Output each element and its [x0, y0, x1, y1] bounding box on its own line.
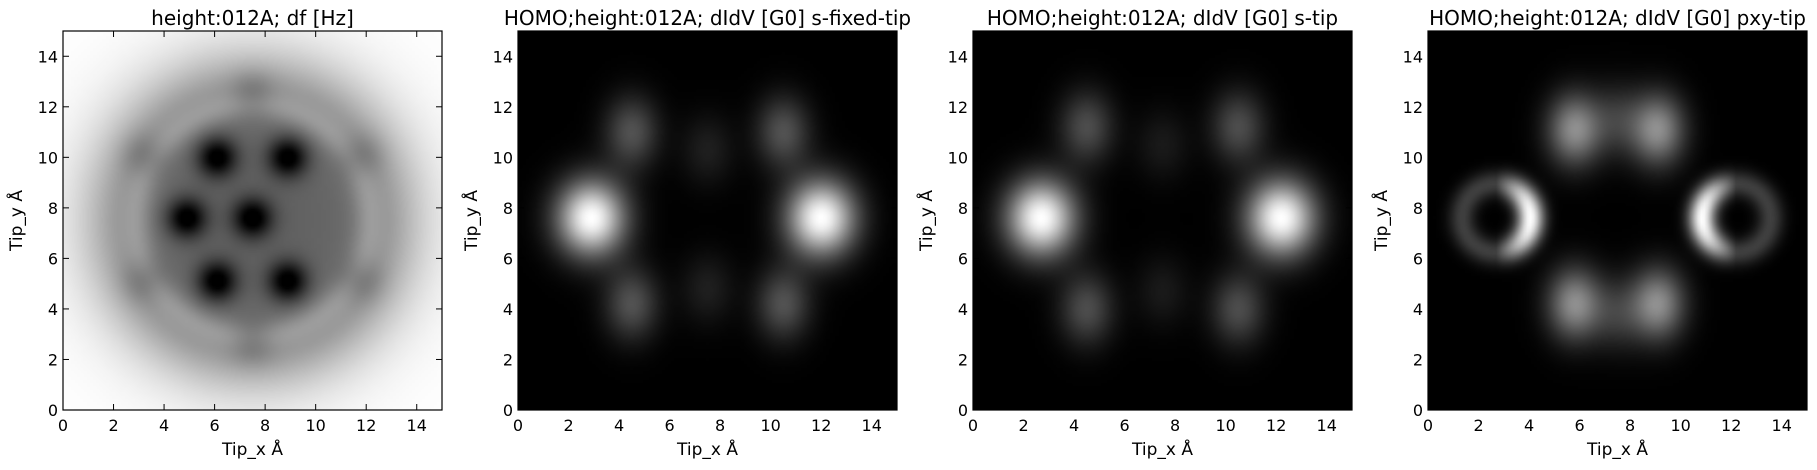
x-tick-label: 2: [1473, 416, 1483, 435]
y-tick-label: 10: [493, 148, 513, 167]
x-tick-label: 10: [760, 416, 780, 435]
x-tick-label: 14: [1772, 416, 1792, 435]
y-tick-label: 12: [948, 98, 968, 117]
x-tick-label: 10: [305, 416, 325, 435]
y-tick-label: 0: [48, 401, 58, 420]
chart-title: height:012A; df [Hz]: [151, 6, 354, 30]
y-tick-label: 6: [503, 249, 513, 268]
y-tick-label: 12: [493, 98, 513, 117]
x-axis-label: Tip_x Å: [221, 438, 283, 460]
panel-2: 0 2 4 6 8 10 12 14 0 2 4 6 8 10 12 14 HOMO;height:012A; …: [460, 6, 911, 460]
x-tick-label: 12: [1266, 416, 1286, 435]
x-tick-label: 6: [665, 416, 675, 435]
y-axis-label: Tip_y Å: [460, 190, 482, 252]
y-tick-label: 14: [493, 47, 513, 66]
panel-4: 0 2 4 6 8 10 12 14 0 2 4 6 8 10 12 14 HOMO;height:012A; …: [1370, 6, 1808, 460]
x-tick-label: 8: [260, 416, 270, 435]
x-tick-label: 8: [715, 416, 725, 435]
x-tick-label: 0: [968, 416, 978, 435]
y-tick-label: 0: [1413, 401, 1423, 420]
y-tick-label: 2: [1413, 350, 1423, 369]
y-tick-label: 6: [1413, 249, 1423, 268]
panel-1: 0 2 4 6 8 10 12 14 0 2 4 6 8 10 12 14 height:012A; df [H…: [5, 6, 443, 460]
y-tick-label: 10: [38, 148, 58, 167]
x-tick-label: 6: [1120, 416, 1130, 435]
x-tick-label: 4: [614, 416, 624, 435]
y-tick-label: 12: [1403, 98, 1423, 117]
plot-frame: [517, 30, 898, 411]
y-tick-label: 14: [948, 47, 968, 66]
chart-title: HOMO;height:012A; dIdV [G0] s-fixed-tip: [504, 6, 911, 30]
y-tick-label: 6: [48, 249, 58, 268]
y-tick-label: 4: [48, 300, 58, 319]
x-tick-label: 12: [356, 416, 376, 435]
x-tick-label: 12: [811, 416, 831, 435]
y-tick-label: 4: [958, 300, 968, 319]
x-tick-label: 4: [1524, 416, 1534, 435]
x-tick-label: 4: [1069, 416, 1079, 435]
x-tick-label: 10: [1670, 416, 1690, 435]
y-tick-label: 14: [1403, 47, 1423, 66]
x-tick-label: 6: [1575, 416, 1585, 435]
y-tick-label: 0: [503, 401, 513, 420]
x-tick-label: 14: [407, 416, 427, 435]
x-tick-label: 14: [862, 416, 882, 435]
x-tick-label: 0: [58, 416, 68, 435]
x-tick-label: 14: [1317, 416, 1337, 435]
y-tick-label: 6: [958, 249, 968, 268]
y-tick-label: 2: [503, 350, 513, 369]
y-tick-label: 8: [48, 199, 58, 218]
y-tick-label: 4: [1413, 300, 1423, 319]
x-tick-label: 2: [108, 416, 118, 435]
panel-3: 0 2 4 6 8 10 12 14 0 2 4 6 8 10 12 14 HOMO;height:012A; …: [915, 6, 1353, 460]
x-axis-label: Tip_x Å: [1131, 438, 1193, 460]
y-tick-label: 12: [38, 98, 58, 117]
heatmap-image: [973, 31, 1352, 410]
heatmap-image: [63, 31, 442, 410]
x-tick-label: 0: [1423, 416, 1433, 435]
plot-frame: [1427, 30, 1808, 411]
x-tick-label: 0: [513, 416, 523, 435]
y-tick-label: 8: [503, 199, 513, 218]
y-tick-label: 0: [958, 401, 968, 420]
x-tick-label: 4: [159, 416, 169, 435]
x-tick-label: 8: [1625, 416, 1635, 435]
y-axis-label: Tip_y Å: [1370, 190, 1392, 252]
y-axis-label: Tip_y Å: [915, 190, 937, 252]
x-tick-label: 6: [210, 416, 220, 435]
x-axis-label: Tip_x Å: [676, 438, 738, 460]
x-axis-label: Tip_x Å: [1586, 438, 1648, 460]
y-tick-label: 8: [958, 199, 968, 218]
y-tick-label: 10: [1403, 148, 1423, 167]
plot-frame: [62, 30, 443, 411]
x-tick-label: 10: [1215, 416, 1235, 435]
y-axis-label: Tip_y Å: [5, 190, 27, 252]
heatmap-image: [518, 31, 897, 410]
x-tick-label: 2: [563, 416, 573, 435]
y-tick-label: 14: [38, 47, 58, 66]
y-tick-label: 2: [48, 350, 58, 369]
chart-title: HOMO;height:012A; dIdV [G0] pxy-tip: [1429, 6, 1806, 30]
x-tick-label: 12: [1721, 416, 1741, 435]
y-tick-label: 4: [503, 300, 513, 319]
chart-title: HOMO;height:012A; dIdV [G0] s-tip: [987, 6, 1338, 30]
x-tick-label: 8: [1170, 416, 1180, 435]
y-tick-label: 10: [948, 148, 968, 167]
y-tick-label: 2: [958, 350, 968, 369]
x-tick-label: 2: [1018, 416, 1028, 435]
plot-frame: [972, 30, 1353, 411]
y-tick-label: 8: [1413, 199, 1423, 218]
heatmap-image: [1428, 31, 1807, 410]
